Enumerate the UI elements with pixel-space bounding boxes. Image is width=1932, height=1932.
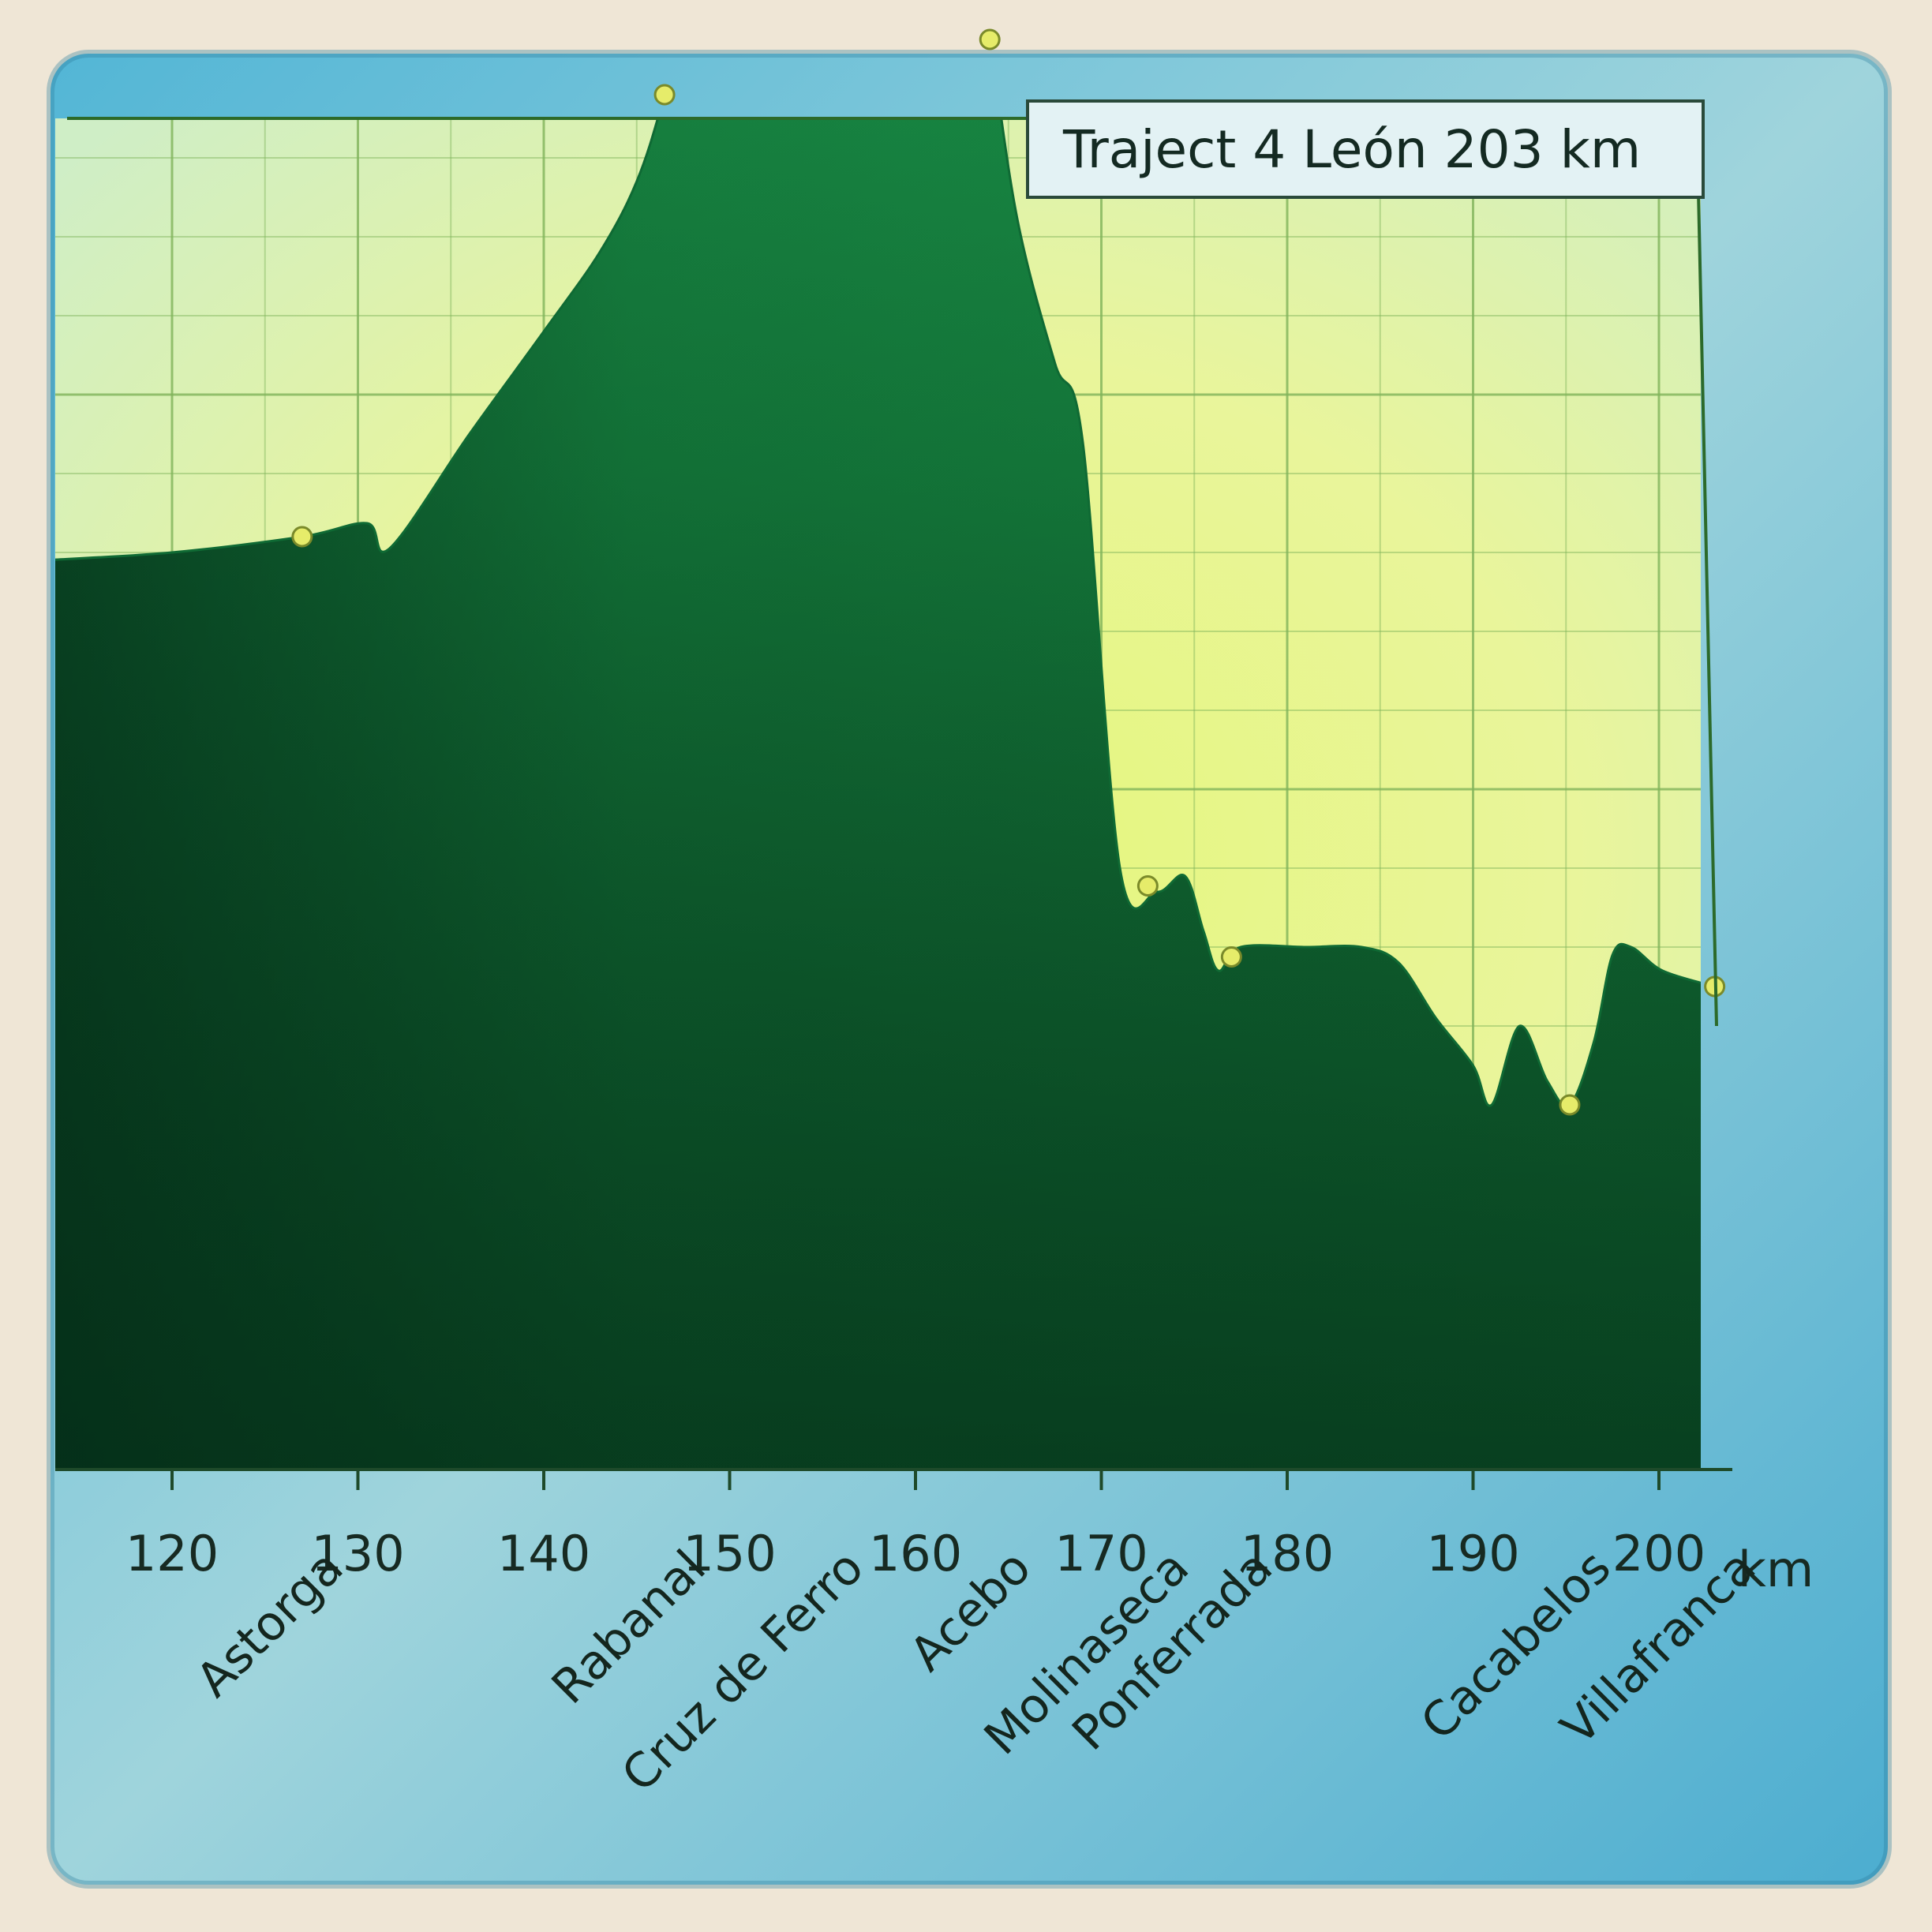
x-tick-label: 200	[1612, 1525, 1705, 1582]
x-tick-label: 160	[869, 1525, 962, 1582]
plot-right-border	[1695, 118, 1718, 1027]
x-tick-label: 140	[497, 1525, 590, 1582]
elevation-outline	[55, 118, 1701, 1108]
x-tick-label: 120	[125, 1525, 219, 1582]
elevation-area	[55, 118, 1701, 1470]
x-axis-ticks: 120 130 140 150 160 170 180 190 200	[125, 1470, 1705, 1582]
x-tick-label: 130	[311, 1525, 404, 1582]
photo-vignette	[47, 50, 1892, 1889]
x-tick-label: 170	[1054, 1525, 1148, 1582]
x-tick-label: 180	[1241, 1525, 1334, 1582]
chart-title: Traject 4 León 203 km	[1062, 119, 1641, 180]
x-axis-unit: km	[1738, 1541, 1814, 1598]
place-marker	[291, 526, 313, 548]
place-marker	[653, 84, 676, 106]
place-marker	[979, 28, 1001, 51]
x-tick-label: 190	[1426, 1525, 1519, 1582]
place-marker	[1220, 946, 1242, 968]
place-marker	[1136, 875, 1159, 897]
x-tick-label: 150	[683, 1525, 776, 1582]
place-markers	[291, 28, 1726, 1116]
chart-title-box: Traject 4 León 203 km	[1026, 99, 1705, 199]
place-marker	[1559, 1094, 1581, 1116]
elevation-bottom-shade	[55, 118, 1701, 1470]
